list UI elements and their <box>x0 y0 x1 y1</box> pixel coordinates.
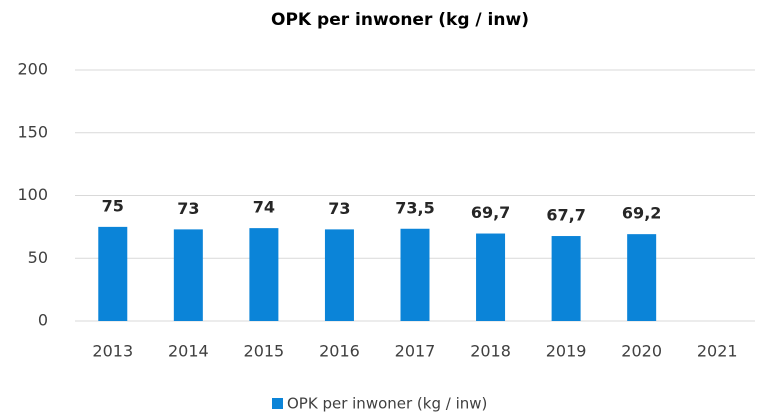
x-tick-label: 2021 <box>697 342 738 361</box>
bar <box>249 228 279 321</box>
legend-swatch <box>272 398 283 409</box>
data-label: 73 <box>328 199 350 218</box>
x-tick-label: 2017 <box>395 342 436 361</box>
x-tick-label: 2020 <box>621 342 662 361</box>
x-tick-label: 2013 <box>92 342 133 361</box>
bar <box>476 233 506 321</box>
data-label: 75 <box>102 196 124 215</box>
bar <box>173 229 203 321</box>
data-label: 73 <box>177 199 199 218</box>
bar <box>627 234 657 321</box>
y-tick-label: 150 <box>17 122 48 141</box>
bar <box>98 226 128 321</box>
bar <box>400 228 430 321</box>
data-label: 74 <box>253 198 275 217</box>
y-tick-label: 50 <box>28 248 48 267</box>
y-tick-label: 0 <box>38 311 48 330</box>
data-label: 69,2 <box>622 204 661 223</box>
data-label: 69,7 <box>471 203 510 222</box>
y-tick-label: 200 <box>17 60 48 79</box>
chart-title: OPK per inwoner (kg / inw) <box>271 10 529 30</box>
legend-label: OPK per inwoner (kg / inw) <box>287 395 487 413</box>
bar <box>551 236 581 321</box>
x-tick-label: 2015 <box>244 342 285 361</box>
x-tick-label: 2019 <box>546 342 587 361</box>
data-label: 73,5 <box>395 198 434 217</box>
x-tick-label: 2014 <box>168 342 209 361</box>
x-tick-label: 2018 <box>470 342 511 361</box>
y-tick-label: 100 <box>17 185 48 204</box>
x-tick-label: 2016 <box>319 342 360 361</box>
bar <box>324 229 354 321</box>
data-label: 67,7 <box>546 206 585 225</box>
